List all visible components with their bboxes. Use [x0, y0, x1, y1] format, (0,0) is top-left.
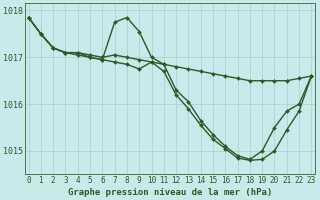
- X-axis label: Graphe pression niveau de la mer (hPa): Graphe pression niveau de la mer (hPa): [68, 188, 272, 197]
